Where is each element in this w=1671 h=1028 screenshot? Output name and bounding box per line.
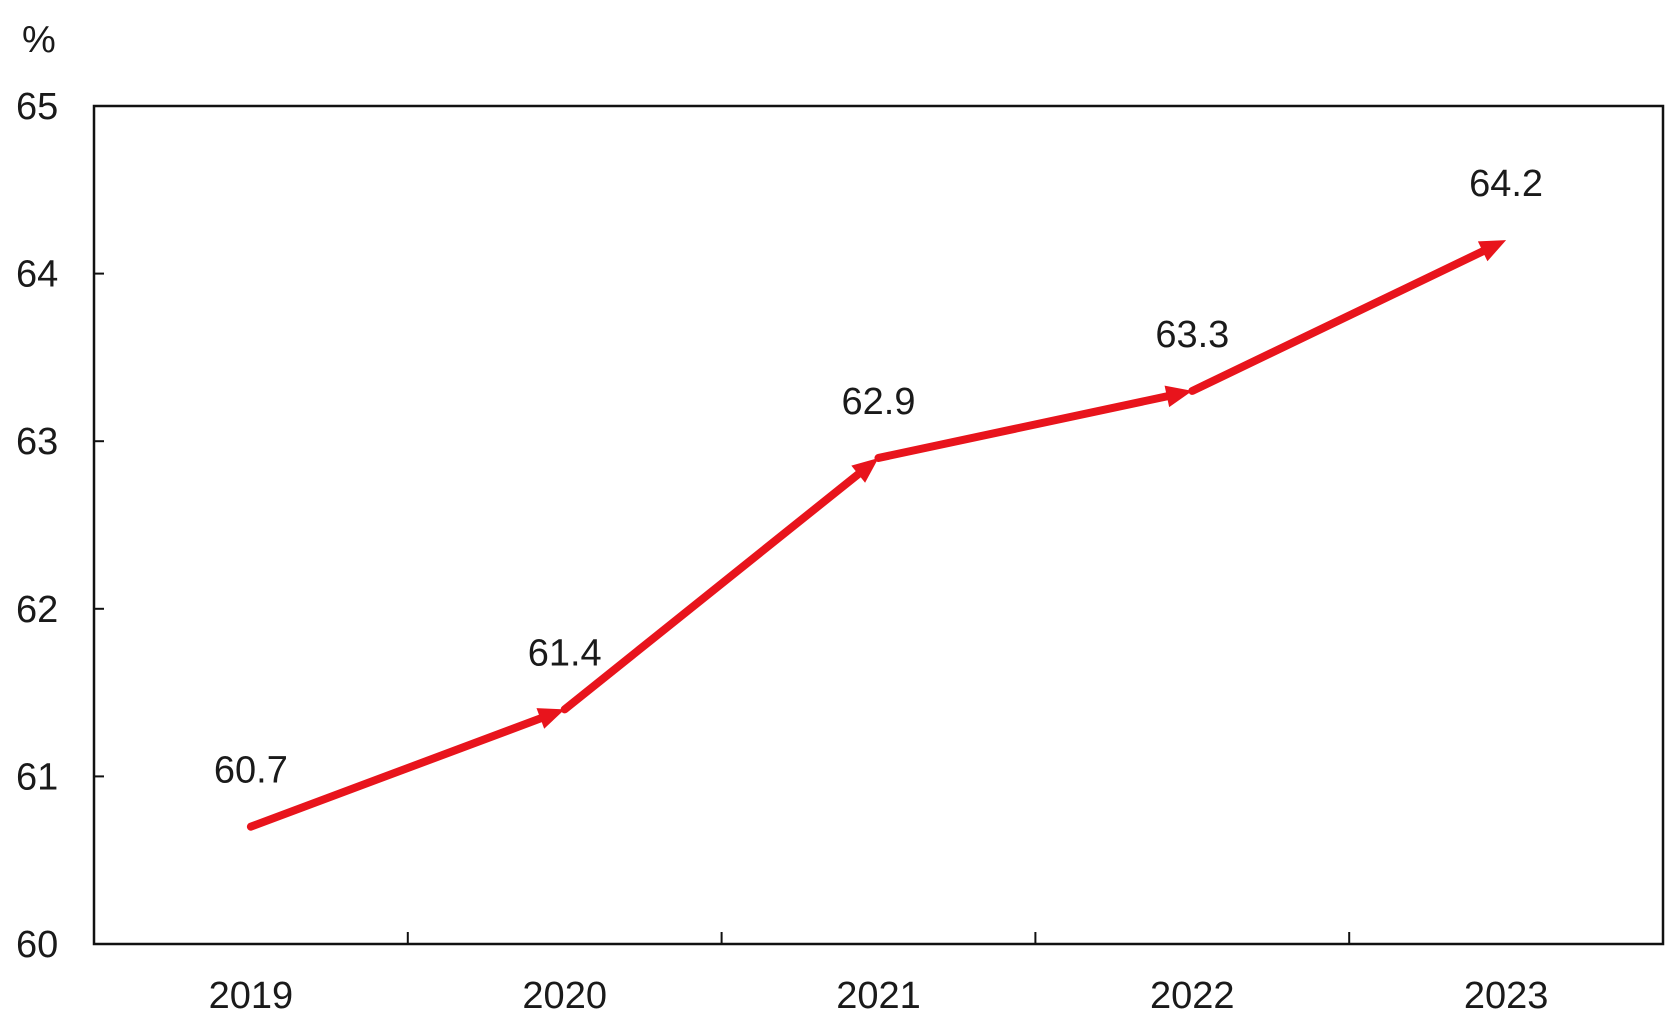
x-axis: 2019 2020 2021 2022 2023	[209, 932, 1549, 1017]
series-segment	[1188, 246, 1489, 395]
data-label: 61.4	[528, 632, 602, 674]
y-tick-label: 61	[16, 756, 58, 798]
x-tick-label: 2023	[1464, 975, 1549, 1017]
series-segment	[560, 468, 864, 714]
y-tick-label: 60	[16, 924, 58, 966]
y-axis: 60 61 62 63 64 65	[16, 86, 104, 966]
y-axis-unit-label: %	[22, 19, 56, 61]
data-label: 62.9	[842, 381, 916, 423]
x-tick-label: 2019	[209, 975, 294, 1017]
series-arrowhead	[1164, 385, 1193, 408]
data-label: 60.7	[214, 750, 288, 792]
x-tick-label: 2020	[522, 975, 607, 1017]
data-label: 64.2	[1469, 163, 1543, 205]
series-arrows	[536, 240, 1507, 729]
y-tick-label: 65	[16, 86, 58, 128]
series-arrowhead	[1477, 240, 1507, 262]
y-tick-label: 63	[16, 421, 58, 463]
x-tick-label: 2022	[1150, 975, 1235, 1017]
data-label: 63.3	[1155, 314, 1229, 356]
series-lines	[246, 246, 1489, 831]
y-tick-label: 64	[16, 254, 58, 296]
x-tick-label: 2021	[836, 975, 921, 1017]
data-labels: 60.7 61.4 62.9 63.3 64.2	[214, 163, 1543, 792]
y-tick-label: 62	[16, 589, 58, 631]
series-segment	[874, 391, 1173, 462]
series-segment	[246, 713, 547, 831]
plot-frame	[92, 104, 1665, 946]
series-arrowhead	[536, 708, 565, 729]
series-arrowhead	[851, 457, 879, 483]
